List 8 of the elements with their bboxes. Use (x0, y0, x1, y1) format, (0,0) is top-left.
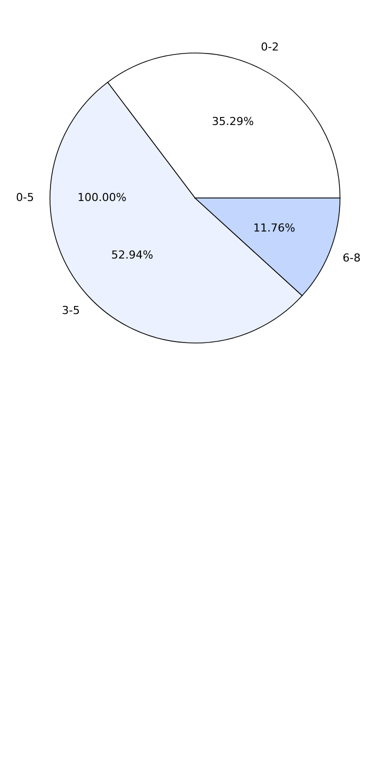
text: 0-5 (16, 191, 34, 204)
data-label: 11.76% (253, 222, 296, 235)
slice-label: 0-2 (260, 40, 279, 54)
data-label: 52.94% (111, 248, 154, 262)
text: 100.00% (78, 191, 126, 204)
data-label: 35.29% (212, 114, 254, 128)
slice-label: 3-5 (62, 304, 80, 318)
slice-label: 6-8 (342, 252, 361, 265)
